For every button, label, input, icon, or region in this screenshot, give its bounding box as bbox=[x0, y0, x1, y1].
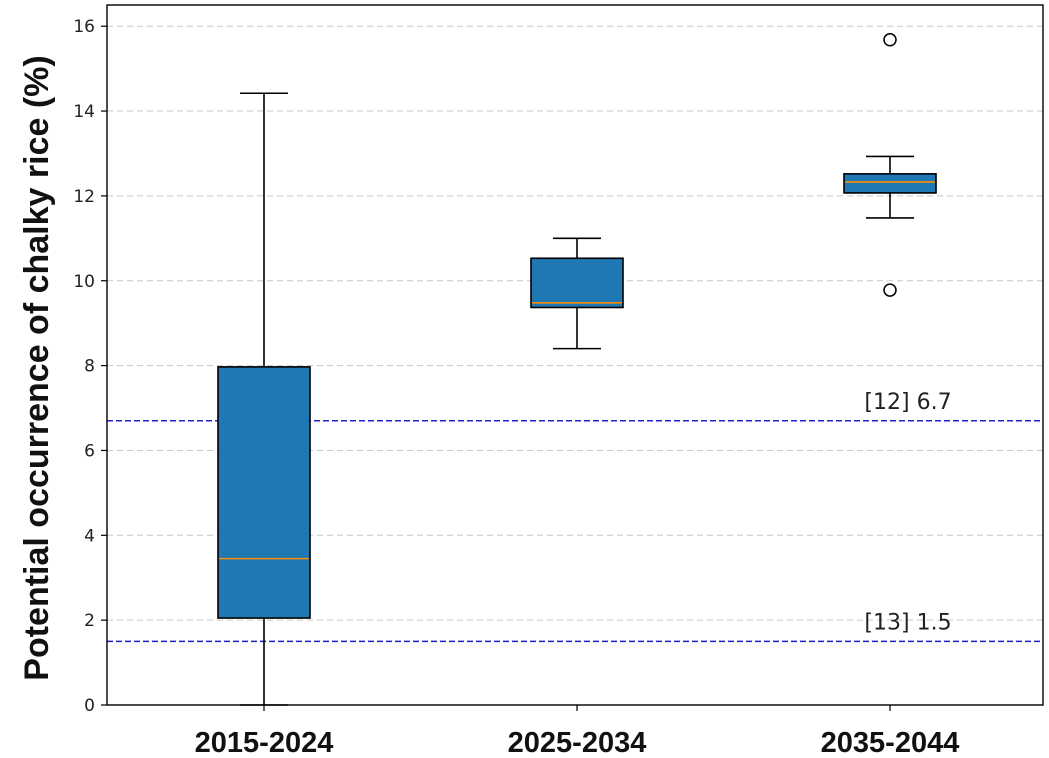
iqr-box-1 bbox=[530, 257, 624, 309]
outlier-2-1 bbox=[883, 283, 897, 297]
y-tick-label-3: 6 bbox=[84, 441, 95, 461]
y-axis-title: Potential occurrence of chalky rice (%) bbox=[18, 55, 56, 680]
y-tick-label-2: 4 bbox=[84, 526, 95, 546]
y-tick-label-0: 0 bbox=[84, 696, 95, 716]
y-tick-label-5: 10 bbox=[73, 272, 95, 292]
y-tick-label-4: 8 bbox=[84, 357, 95, 377]
y-tick-label-6: 12 bbox=[73, 187, 95, 207]
axes-layer: 0 2 4 6 8 10 12 14 16 2015-2024 2025-2034 2035-2044 bbox=[73, 4, 1044, 758]
y-tick-label-1: 2 bbox=[84, 611, 95, 631]
x-tick-label-0: 2015-2024 bbox=[195, 727, 334, 758]
box-group-1 bbox=[530, 237, 624, 350]
y-tick-label-8: 16 bbox=[73, 17, 95, 37]
box-group-0 bbox=[217, 92, 311, 706]
x-tick-label-1: 2025-2034 bbox=[508, 727, 647, 758]
x-tick-label-2: 2035-2044 bbox=[821, 727, 960, 758]
iqr-box-2 bbox=[843, 173, 937, 194]
reference-label-1: [13] 1.5 bbox=[864, 610, 951, 635]
boxes-layer bbox=[217, 33, 937, 706]
outlier-2-0 bbox=[883, 33, 897, 47]
box-group-2 bbox=[843, 33, 937, 297]
iqr-box-0 bbox=[217, 366, 311, 619]
reference-label-0: [12] 6.7 bbox=[864, 390, 951, 415]
y-tick-label-7: 14 bbox=[73, 102, 95, 122]
plot-frame bbox=[106, 4, 1044, 706]
